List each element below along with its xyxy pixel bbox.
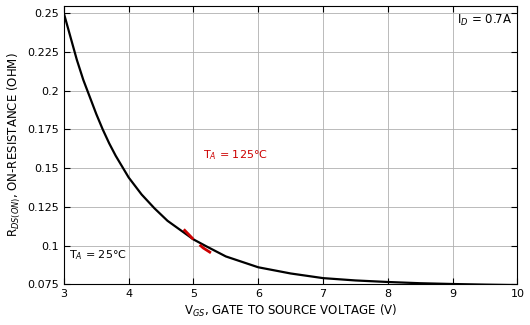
- X-axis label: V$_{GS}$, GATE TO SOURCE VOLTAGE (V): V$_{GS}$, GATE TO SOURCE VOLTAGE (V): [184, 303, 398, 319]
- Text: I$_D$ = 0.7A: I$_D$ = 0.7A: [457, 13, 513, 28]
- Text: T$_A$ = 25°C: T$_A$ = 25°C: [69, 248, 127, 262]
- Text: T$_A$ = 125°C: T$_A$ = 125°C: [203, 148, 268, 162]
- Y-axis label: R$_{DS(ON)}$, ON-RESISTANCE (OHM): R$_{DS(ON)}$, ON-RESISTANCE (OHM): [5, 53, 23, 237]
